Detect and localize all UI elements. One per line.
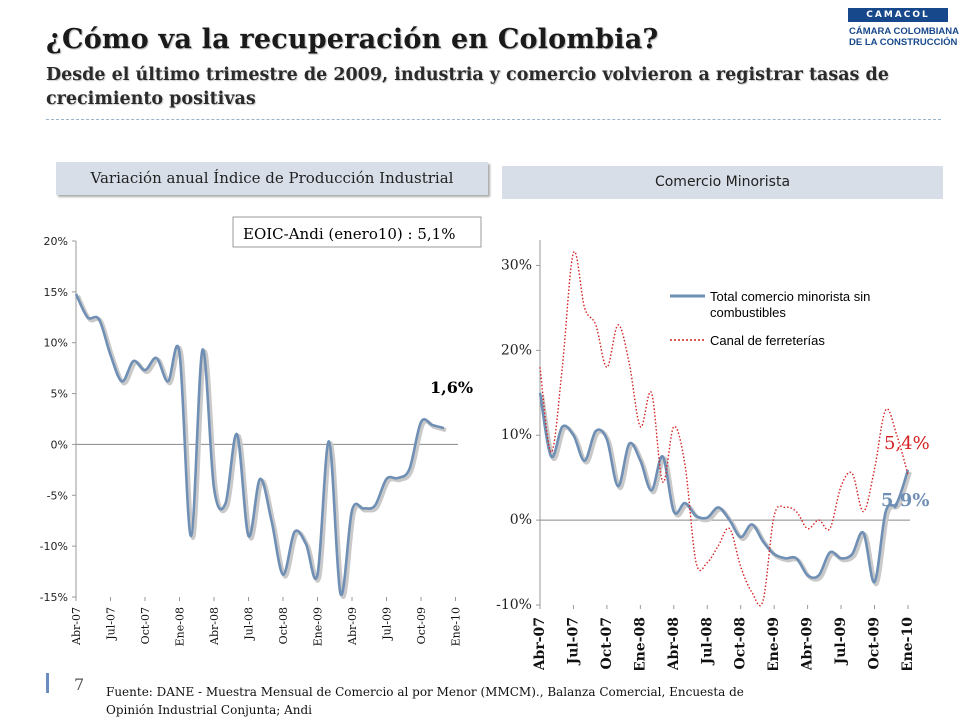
logo-line-2: DE LA CONSTRUCCIÓN: [849, 37, 958, 48]
series-line-1: [539, 250, 909, 607]
x-tick-label: Oct-08: [277, 607, 290, 644]
x-tick-label: Ene-10: [900, 617, 916, 670]
y-tick-label: -10%: [40, 540, 68, 553]
y-tick-label: 15%: [44, 286, 68, 299]
camacol-logo: CAMACOL CÁMARA COLOMBIANA DE LA CONSTRUC…: [846, 6, 959, 50]
x-tick-label: Ene-09: [312, 607, 325, 646]
y-tick-label: -5%: [47, 489, 68, 502]
legend-label-total-line2: combustibles: [710, 305, 786, 320]
x-tick-label: Abr-09: [800, 617, 816, 670]
logo-line-1: CÁMARA COLOMBIANA: [849, 26, 959, 37]
series-line-0: [74, 293, 445, 597]
x-tick-label: Jul-09: [381, 607, 394, 641]
x-tick-label: Oct-07: [139, 607, 152, 644]
footer-accent-bar: [46, 673, 49, 693]
y-tick-label: 0%: [51, 438, 68, 451]
industrial-production-chart: 20% 15% 10% 5% 0% -5% -10% -15%Abr-07 Jul-07 Oct-…: [40, 216, 482, 646]
x-tick-label: Abr-08: [208, 607, 221, 646]
source-note: Fuente: DANE - Muestra Mensual de Comerc…: [106, 685, 744, 717]
x-tick-label: Oct-08: [733, 617, 749, 669]
ferreterias-last-label: 5,4%: [884, 433, 930, 454]
x-tick-label: Abr-07: [70, 607, 83, 646]
x-tick-label: Oct-09: [415, 607, 428, 644]
series-shadow: [76, 295, 447, 599]
x-tick-label: Abr-09: [346, 607, 359, 646]
logo-band: [848, 8, 948, 22]
y-tick-label: -10%: [496, 597, 532, 613]
retail-commerce-chart: 30% 20% 10% 0% -10%Abr-07 Jul-07 Oct-07 Ene-08 A…: [496, 240, 930, 670]
legend-label-total: Total comercio minorista sin combustible…: [710, 289, 874, 320]
left-panel-header: Variación anual Índice de Producción Ind…: [56, 162, 488, 195]
title-divider: [46, 119, 941, 120]
x-tick-label: Jul-07: [565, 617, 581, 666]
total-last-label: 5,9%: [881, 490, 929, 511]
slide-title: ¿Cómo va la recuperación en Colombia?: [46, 24, 659, 55]
x-tick-label: Jul-07: [105, 607, 118, 641]
right-panel-header: Comercio Minorista: [502, 166, 943, 199]
y-tick-label: 20%: [501, 342, 532, 358]
legend-label-total-line1: Total comercio minorista sin: [710, 289, 870, 304]
legend-label-ferreterias: Canal de ferreterías: [710, 333, 825, 348]
x-tick-label: Jul-08: [243, 607, 256, 641]
y-tick-label: 5%: [51, 388, 68, 401]
y-tick-label: -15%: [40, 591, 68, 604]
last-value-label: 1,6%: [430, 378, 473, 397]
x-tick-label: Jul-09: [833, 617, 849, 666]
eoic-annotation: EOIC-Andi (enero10) : 5,1%: [243, 225, 455, 243]
x-tick-label: Oct-09: [867, 617, 883, 669]
series-shadow: [540, 394, 912, 587]
x-tick-label: Abr-08: [666, 617, 682, 670]
x-tick-label: Ene-08: [174, 607, 187, 646]
slide-subtitle: Desde el último trimestre de 2009, indus…: [46, 65, 889, 109]
eoic-annotation-box: [232, 216, 482, 248]
y-tick-label: 0%: [510, 512, 532, 528]
series-line-0: [538, 392, 910, 584]
x-tick-label: Ene-09: [766, 617, 782, 670]
y-tick-label: 10%: [501, 427, 532, 443]
x-tick-label: Ene-08: [632, 617, 648, 670]
chart-legend: Total comercio minorista sin combustible…: [670, 289, 874, 348]
x-tick-label: Jul-08: [699, 617, 715, 666]
x-tick-label: Abr-07: [532, 617, 548, 670]
x-tick-label: Ene-10: [450, 607, 463, 646]
y-tick-label: 10%: [44, 337, 68, 350]
y-tick-label: 20%: [44, 235, 68, 248]
x-tick-label: Oct-07: [599, 617, 615, 669]
logo-word: CAMACOL: [866, 10, 930, 20]
page-number: 7: [74, 675, 85, 694]
y-tick-label: 30%: [501, 257, 532, 273]
